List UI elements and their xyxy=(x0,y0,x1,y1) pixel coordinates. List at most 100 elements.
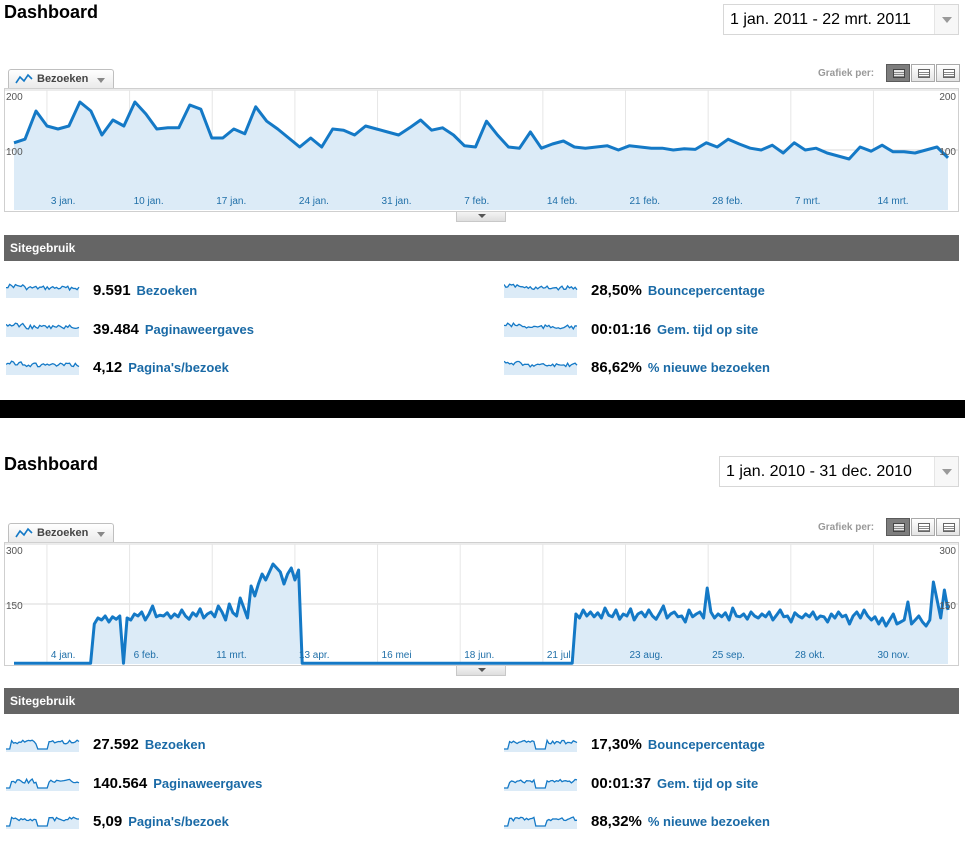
stat-label-link[interactable]: Paginaweergaves xyxy=(153,775,263,791)
date-range-select[interactable]: 1 jan. 2011 - 22 mrt. 2011 xyxy=(723,4,959,35)
stat-bezoeken[interactable]: 27.592 Bezoeken xyxy=(6,734,366,754)
metric-selector-tab[interactable]: Bezoeken xyxy=(8,523,114,543)
month-view-button[interactable] xyxy=(936,518,960,536)
stat-value: 00:01:16 Gem. tijd op site xyxy=(591,320,759,338)
sparkline-icon xyxy=(6,739,80,752)
stat-label-link[interactable]: % nieuwe bezoeken xyxy=(647,360,770,375)
sparkline-line xyxy=(504,738,578,750)
x-tick-label: 21 jul. xyxy=(547,650,574,661)
day-view-button[interactable] xyxy=(886,64,910,82)
x-tick-label: 21 feb. xyxy=(630,196,661,207)
sparkline-line xyxy=(6,321,80,330)
date-range-select[interactable]: 1 jan. 2010 - 31 dec. 2010 xyxy=(719,456,959,487)
chart-svg: 200 200 100 100 3 jan. 10 jan. 17 jan. 24 jan. 3… xyxy=(4,88,959,212)
x-tick-label: 11 mrt. xyxy=(216,650,246,661)
sparkline-area xyxy=(504,284,577,298)
sparkline-icon xyxy=(504,738,578,752)
stat-label-link[interactable]: Gem. tijd op site xyxy=(657,775,759,791)
x-tick-label: 3 jan. xyxy=(51,196,75,207)
collapse-chart-handle[interactable] xyxy=(456,212,506,222)
stat-value: 4,12 Pagina's/bezoek xyxy=(93,359,229,376)
chevron-down-icon[interactable] xyxy=(934,5,958,34)
series-line xyxy=(13,100,950,161)
stat-label-link[interactable]: Paginaweergaves xyxy=(144,321,255,337)
dashboard-panel-2010: Dashboard 1 jan. 2010 - 31 dec. 2010 Bez… xyxy=(0,418,965,849)
x-tick-label: 14 feb. xyxy=(547,196,578,207)
stat-paginaweergaves[interactable]: 140.564 Paginaweergaves xyxy=(6,773,366,793)
x-tick-label: 24 jan. xyxy=(299,196,329,207)
stat-label-link[interactable]: Pagina's/bezoek xyxy=(128,814,229,829)
stat-value: 00:01:37 Gem. tijd op site xyxy=(591,774,759,792)
x-tick-label: 13 apr. xyxy=(299,650,330,661)
x-tick-label: 6 feb. xyxy=(134,650,159,661)
stat-label-link[interactable]: Bezoeken xyxy=(144,737,206,752)
metric-tab-label: Bezoeken xyxy=(37,73,89,85)
stat-pagina-s-bezoek[interactable]: 5,09 Pagina's/bezoek xyxy=(6,811,366,831)
day-view-icon xyxy=(893,523,905,532)
x-tick-label: 28 feb. xyxy=(712,196,743,207)
page-title: Dashboard xyxy=(4,454,99,474)
sparkline-area xyxy=(6,778,79,791)
month-view-icon xyxy=(943,69,955,78)
y-tick-label-right: 150 xyxy=(939,601,956,612)
line-chart-icon xyxy=(15,527,33,538)
y-tick-label-left: 200 xyxy=(6,92,23,103)
x-tick-label: 7 feb. xyxy=(464,196,489,207)
stat--nieuwe-bezoeken[interactable]: 88,32%% nieuwe bezoeken xyxy=(504,811,864,831)
x-tick-label: 28 okt. xyxy=(795,650,825,661)
sparkline-line xyxy=(504,360,578,368)
week-view-button[interactable] xyxy=(911,64,935,82)
graph-by-label: Grafiek per: xyxy=(818,68,875,79)
x-tick-label: 4 jan. xyxy=(51,650,75,661)
sparkline-icon xyxy=(6,777,80,791)
metric-tab-label: Bezoeken xyxy=(37,527,89,539)
line-chart-icon xyxy=(15,73,33,84)
stat-bouncepercentage[interactable]: 17,30% Bouncepercentage xyxy=(504,734,864,754)
stat-value: 27.592 Bezoeken xyxy=(93,736,206,753)
x-tick-label: 30 nov. xyxy=(877,650,909,661)
sparkline-line xyxy=(504,816,578,827)
week-view-icon xyxy=(918,523,930,532)
sparkline-line xyxy=(6,739,80,750)
y-tick-label-left: 100 xyxy=(6,147,23,158)
stat-value: 39.484 Paginaweergaves xyxy=(93,320,255,338)
panel-separator xyxy=(0,400,965,418)
stat-label-link[interactable]: Bouncepercentage xyxy=(647,283,765,298)
series-area xyxy=(14,564,948,664)
stat-label-link[interactable]: % nieuwe bezoeken xyxy=(647,814,770,829)
week-view-button[interactable] xyxy=(911,518,935,536)
stat-label-link[interactable]: Bouncepercentage xyxy=(647,737,765,752)
sparkline-area xyxy=(6,361,79,375)
stat-bouncepercentage[interactable]: 28,50% Bouncepercentage xyxy=(504,280,864,300)
stat--nieuwe-bezoeken[interactable]: 86,62%% nieuwe bezoeken xyxy=(504,357,864,377)
stat-gem-tijd-op-site[interactable]: 00:01:37 Gem. tijd op site xyxy=(504,773,864,793)
stat-paginaweergaves[interactable]: 39.484 Paginaweergaves xyxy=(6,319,366,339)
chart-svg: 300 300 150 150 4 jan. 6 feb. 11 mrt. 13 apr. 16… xyxy=(4,542,959,666)
stat-gem-tijd-op-site[interactable]: 00:01:16 Gem. tijd op site xyxy=(504,319,864,339)
sparkline-line xyxy=(6,283,80,292)
stat-value: 28,50% Bouncepercentage xyxy=(591,282,765,299)
day-view-button[interactable] xyxy=(886,518,910,536)
visits-chart[interactable]: 200 200 100 100 3 jan. 10 jan. 17 jan. 24 jan. 3… xyxy=(4,88,959,212)
stat-label-link[interactable]: Bezoeken xyxy=(136,283,198,298)
sparkline-line xyxy=(504,321,578,330)
collapse-chart-handle[interactable] xyxy=(456,666,506,676)
x-tick-label: 25 sep. xyxy=(712,650,745,661)
chevron-down-icon[interactable] xyxy=(934,457,958,486)
sparkline-line xyxy=(504,778,578,789)
sparkline-icon xyxy=(504,283,578,298)
stat-label-link[interactable]: Gem. tijd op site xyxy=(657,321,759,337)
month-view-icon xyxy=(943,523,955,532)
stat-value: 5,09 Pagina's/bezoek xyxy=(93,813,229,830)
section-header-sitegebruik: Sitegebruik xyxy=(4,235,959,261)
stat-pagina-s-bezoek[interactable]: 4,12 Pagina's/bezoek xyxy=(6,357,366,377)
visits-chart[interactable]: 300 300 150 150 4 jan. 6 feb. 11 mrt. 13 apr. 16… xyxy=(4,542,959,666)
metric-selector-tab[interactable]: Bezoeken xyxy=(8,69,114,89)
month-view-button[interactable] xyxy=(936,64,960,82)
stat-label-link[interactable]: Pagina's/bezoek xyxy=(128,360,229,375)
sparkline-icon xyxy=(6,283,80,298)
stat-bezoeken[interactable]: 9.591 Bezoeken xyxy=(6,280,366,300)
y-tick-label-right: 300 xyxy=(939,546,956,557)
x-tick-label: 31 jan. xyxy=(382,196,412,207)
week-view-icon xyxy=(918,69,930,78)
